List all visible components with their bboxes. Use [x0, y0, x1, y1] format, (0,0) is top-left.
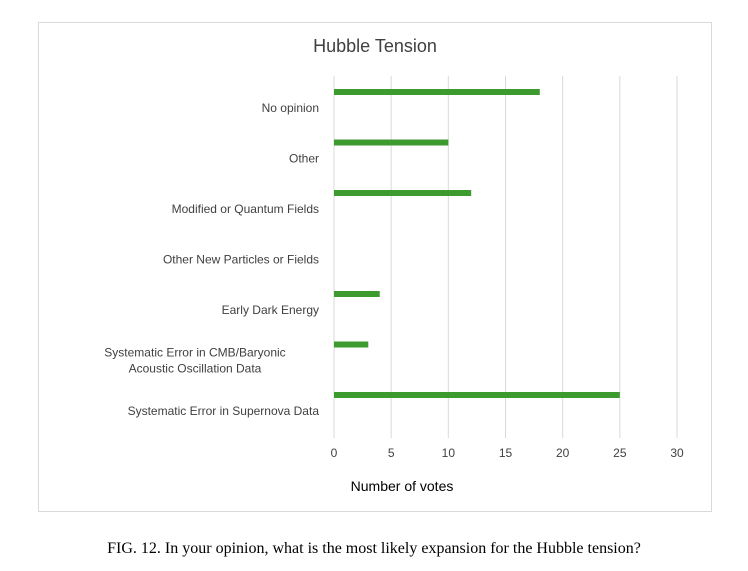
category-label: Other: [289, 152, 319, 166]
bar: [334, 392, 620, 398]
bar: [334, 190, 472, 196]
x-tick-label: 25: [613, 446, 627, 460]
bar: [334, 139, 449, 146]
x-tick-label: 15: [499, 446, 513, 460]
chart-title: Hubble Tension: [313, 36, 437, 56]
x-tick-label: 30: [670, 446, 684, 460]
category-label: Early Dark Energy: [222, 303, 319, 317]
x-axis-title: Number of votes: [351, 478, 454, 494]
grid-lines: [333, 76, 678, 438]
category-label: No opinion: [262, 101, 319, 115]
chart-frame: [38, 22, 712, 512]
bar: [334, 341, 369, 348]
x-tick-label: 10: [442, 446, 456, 460]
category-label: Modified or Quantum Fields: [172, 202, 319, 216]
hubble-tension-chart: Hubble Tension No opinion Other Modified o…: [104, 36, 684, 494]
category-labels: No opinion Other Modified or Quantum Field…: [104, 101, 319, 418]
bars: [334, 89, 620, 398]
x-tick-label: 20: [556, 446, 570, 460]
category-label: Systematic Error in Supernova Data: [128, 404, 320, 418]
category-label: Systematic Error in CMB/Baryonic Acoustic…: [104, 346, 285, 376]
bar: [334, 291, 380, 297]
x-tick-label: 0: [331, 446, 338, 460]
figure-caption: FIG. 12. In your opinion, what is the mo…: [107, 540, 641, 557]
bar: [334, 89, 540, 95]
x-tick-labels: 0 5 10 15 20 25 30: [331, 446, 684, 460]
x-tick-label: 5: [388, 446, 395, 460]
category-label: Other New Particles or Fields: [163, 253, 319, 267]
